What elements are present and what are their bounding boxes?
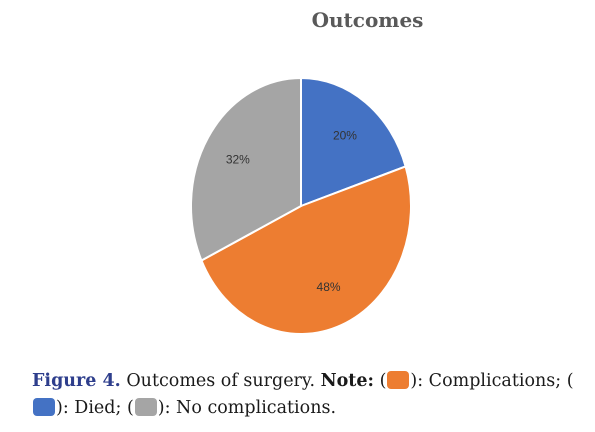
caption-text: Outcomes of surgery. bbox=[126, 371, 316, 391]
legend-swatch-died bbox=[33, 398, 55, 416]
figure-label: Figure 4. bbox=[32, 371, 121, 391]
legend-swatch-complications bbox=[387, 371, 410, 389]
slice-complications bbox=[200, 165, 412, 335]
legend-no-complications: ): No complications. bbox=[157, 398, 337, 418]
slice-label-complications: 48% bbox=[317, 280, 341, 294]
note-label: Note: bbox=[320, 371, 374, 391]
chart-title: Outcomes bbox=[311, 8, 424, 32]
legend-swatch-no-complications bbox=[134, 398, 157, 416]
legend-complications: ): Complications; bbox=[410, 371, 562, 391]
slice-died bbox=[300, 76, 407, 208]
pie-chart: 20% 48% 32% bbox=[190, 76, 412, 335]
legend-died: ): Died; bbox=[56, 398, 122, 418]
slice-label-no-complications: 32% bbox=[226, 152, 250, 166]
figure-caption: Figure 4. Outcomes of surgery. Note: ():… bbox=[32, 371, 574, 418]
slice-label-died: 20% bbox=[333, 129, 357, 143]
slice-no-complications bbox=[190, 76, 302, 262]
